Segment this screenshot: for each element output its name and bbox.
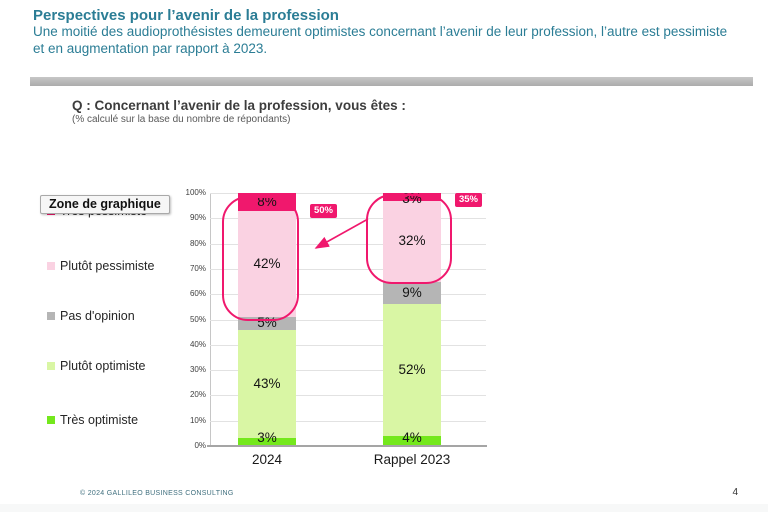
legend-swatch-pas-dopinion bbox=[47, 312, 55, 320]
callout-badge-2024: 50% bbox=[310, 204, 337, 218]
highlight-outline-2023 bbox=[366, 194, 452, 284]
gridline bbox=[210, 370, 486, 372]
category-label: Rappel 2023 bbox=[373, 452, 451, 467]
y-axis-tick-label: 50% bbox=[189, 314, 206, 324]
legend-label: Pas d'opinion bbox=[60, 309, 135, 323]
y-axis-tick-label: 80% bbox=[189, 238, 206, 248]
y-axis-tick-label: 90% bbox=[189, 213, 206, 223]
x-axis-line bbox=[207, 445, 487, 447]
gridline bbox=[210, 420, 486, 422]
highlight-outline-2024 bbox=[222, 196, 299, 321]
gridline bbox=[210, 193, 486, 194]
question-note: (% calculé sur la base du nombre de répo… bbox=[72, 114, 291, 125]
legend-item-pas-dopinion[interactable]: Pas d'opinion bbox=[47, 308, 135, 324]
bar-segment-plutot-optimiste[interactable] bbox=[383, 304, 441, 436]
y-axis-tick-label: 60% bbox=[189, 289, 206, 299]
footer-copyright: © 2024 GALLILEO BUSINESS CONSULTING bbox=[80, 490, 234, 497]
gridline bbox=[210, 319, 486, 321]
legend-swatch-plutot-pessimiste bbox=[47, 262, 55, 270]
divider-bar bbox=[30, 77, 753, 86]
y-axis-tick-label: 40% bbox=[189, 339, 206, 349]
bar-segment-label: 52% bbox=[398, 362, 426, 378]
callout-badge-2023: 35% bbox=[455, 193, 482, 207]
y-axis-tick-label: 100% bbox=[185, 188, 206, 197]
bar-segment-label: 32% bbox=[398, 233, 426, 249]
page-title: Perspectives pour l’avenir de la profess… bbox=[33, 7, 339, 24]
legend-swatch-plutot-optimiste bbox=[47, 362, 55, 370]
bar-segment-tres-pessimiste[interactable] bbox=[383, 193, 441, 201]
gridline bbox=[210, 268, 486, 270]
bar-segment-pas-d-opinion[interactable] bbox=[383, 281, 441, 305]
y-axis-tick-label: 10% bbox=[189, 415, 206, 425]
bar-segment-label: 9% bbox=[402, 284, 422, 300]
page-subtitle: Une moitié des audioprothésistes demeure… bbox=[33, 24, 728, 56]
y-axis-tick-label: 30% bbox=[189, 365, 206, 375]
legend-item-plutot-optimiste[interactable]: Plutôt optimiste bbox=[47, 358, 145, 374]
bar-segment-plutot-optimiste[interactable] bbox=[238, 329, 296, 439]
legend-item-tres-optimiste[interactable]: Très optimiste bbox=[47, 412, 138, 428]
y-axis-tick-label: 0% bbox=[194, 441, 206, 450]
page-number: 4 bbox=[732, 487, 738, 498]
legend-item-plutot-pessimiste[interactable]: Plutôt pessimiste bbox=[47, 258, 154, 274]
bar-segment-tres-optimiste[interactable] bbox=[383, 435, 441, 446]
question-text: Q : Concernant l’avenir de la profession… bbox=[72, 98, 406, 113]
gridline bbox=[210, 395, 486, 397]
gridline bbox=[210, 344, 486, 346]
slide-edge bbox=[0, 504, 768, 512]
bar-segment-label: 4% bbox=[402, 430, 422, 445]
legend-swatch-tres-optimiste bbox=[47, 416, 55, 424]
category-label: 2024 bbox=[251, 452, 283, 467]
legend-label: Plutôt optimiste bbox=[60, 359, 146, 373]
gridline bbox=[210, 294, 486, 296]
bar-segment-label: 43% bbox=[253, 376, 281, 391]
bar-segment-tres-optimiste[interactable] bbox=[238, 438, 296, 446]
y-axis-tick-label: 20% bbox=[189, 390, 206, 400]
y-axis-tick-label: 70% bbox=[189, 263, 206, 273]
chart-area-tooltip: Zone de graphique bbox=[40, 195, 170, 214]
legend-label: Plutôt pessimiste bbox=[60, 259, 155, 273]
bar-segment-label: 42% bbox=[253, 255, 281, 271]
bar-segment-label: 3% bbox=[257, 430, 277, 445]
legend-label: Très optimiste bbox=[60, 413, 139, 427]
